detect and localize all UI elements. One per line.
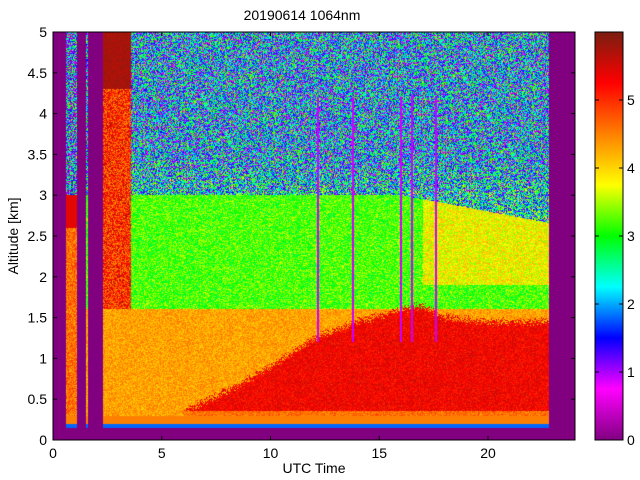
colorbar-tick-label: 5 bbox=[627, 92, 635, 108]
chart-title: 20190614 1064nm bbox=[244, 7, 361, 23]
colorbar-tick-label: 4 bbox=[627, 160, 635, 176]
x-tick-label: 0 bbox=[49, 445, 57, 461]
y-tick-label: 3.5 bbox=[28, 146, 48, 162]
y-tick-label: 1.5 bbox=[28, 310, 48, 326]
colorbar-gradient bbox=[594, 31, 624, 441]
x-tick-label: 5 bbox=[158, 445, 166, 461]
heatmap-image bbox=[53, 32, 575, 440]
y-tick-label: 4.5 bbox=[28, 65, 48, 81]
colorbar-tick-label: 0 bbox=[627, 432, 635, 448]
colorbar: 0 1 2 3 4 5 bbox=[594, 31, 635, 448]
y-tick-label: 1 bbox=[39, 350, 47, 366]
y-tick-label: 2.5 bbox=[28, 228, 48, 244]
colorbar-tick-label: 3 bbox=[627, 228, 635, 244]
colorbar-tick-label: 2 bbox=[627, 296, 635, 312]
y-axis-ticks: 0 0.5 1 1.5 2 2.5 3 3.5 4 4.5 5 bbox=[28, 24, 575, 448]
y-tick-label: 0 bbox=[39, 432, 47, 448]
y-tick-label: 4 bbox=[39, 106, 47, 122]
y-axis-label: Altitude [km] bbox=[5, 197, 21, 274]
plot-area: 0 5 10 15 20 0 0.5 1 1.5 2 2.5 3 3.5 4 4.5 5 bbox=[28, 24, 576, 461]
y-tick-label: 3 bbox=[39, 187, 47, 203]
x-tick-label: 15 bbox=[371, 445, 387, 461]
y-tick-label: 0.5 bbox=[28, 391, 48, 407]
x-tick-label: 10 bbox=[263, 445, 279, 461]
y-tick-label: 5 bbox=[39, 24, 47, 40]
colorbar-ticks: 0 1 2 3 4 5 bbox=[595, 92, 635, 448]
colorbar-tick-label: 1 bbox=[627, 364, 635, 380]
x-axis-ticks: 0 5 10 15 20 bbox=[49, 32, 496, 461]
y-tick-label: 2 bbox=[39, 269, 47, 285]
x-tick-label: 20 bbox=[480, 445, 496, 461]
x-axis-label: UTC Time bbox=[283, 460, 346, 476]
